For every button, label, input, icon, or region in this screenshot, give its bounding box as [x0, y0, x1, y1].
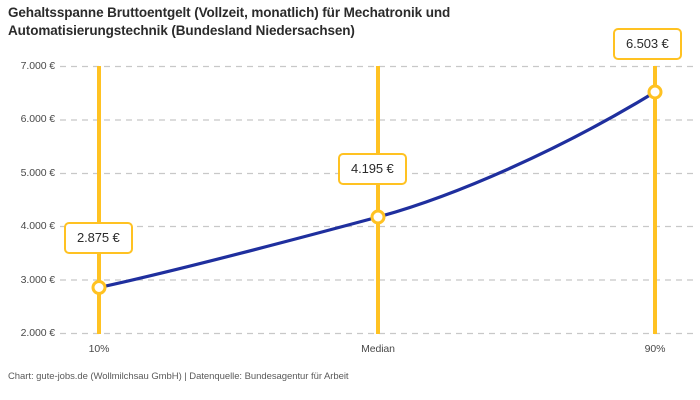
value-label-p10: 2.875 €	[64, 222, 133, 254]
quantile-vlines	[97, 66, 657, 334]
x-axis-label-median: Median	[361, 343, 395, 355]
y-axis-label-5000: 5.000 €	[20, 167, 55, 179]
data-point-markers	[91, 84, 663, 295]
x-axis-label-p90: 90%	[644, 343, 666, 355]
data-point-p90	[647, 84, 663, 100]
data-point-median	[370, 209, 386, 225]
value-label-median: 4.195 €	[338, 153, 407, 185]
y-axis-label-4000: 4.000 €	[20, 220, 55, 232]
y-axis-label-3000: 3.000 €	[20, 274, 55, 286]
y-axis-label-7000: 7.000 €	[20, 60, 55, 72]
data-point-p10	[91, 280, 107, 295]
value-label-p90: 6.503 €	[613, 28, 682, 60]
chart-source-note: Chart: gute-jobs.de (Wollmilchsau GmbH) …	[8, 371, 349, 382]
x-axis-label-p10: 10%	[88, 343, 110, 355]
chart-title: Gehaltsspanne Bruttoentgelt (Vollzeit, m…	[8, 5, 451, 38]
y-axis-label-2000: 2.000 €	[20, 327, 55, 339]
y-axis-label-6000: 6.000 €	[20, 113, 55, 125]
